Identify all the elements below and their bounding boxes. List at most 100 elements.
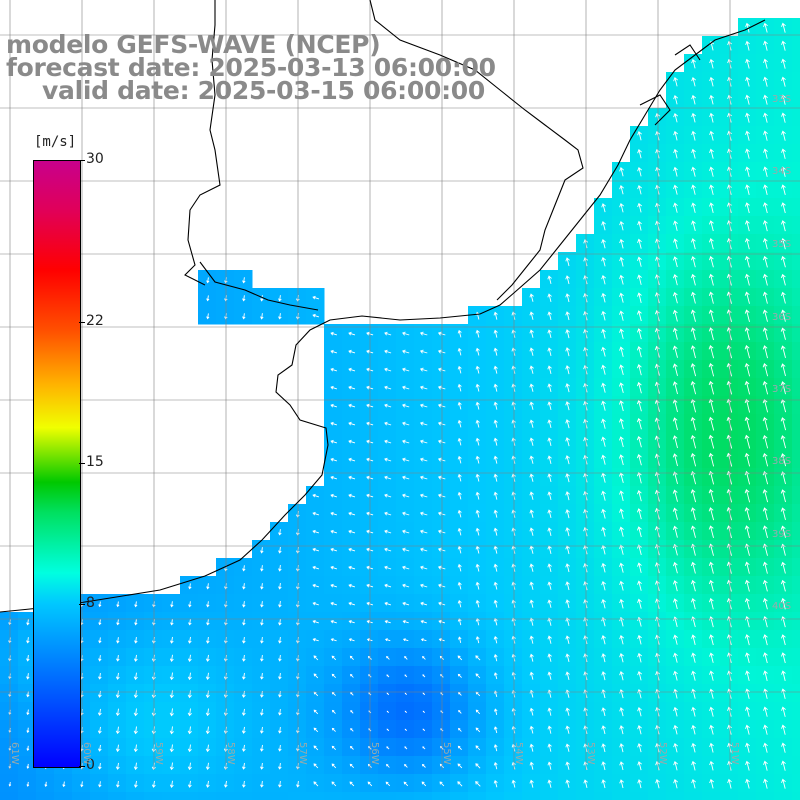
wind-speed-cell xyxy=(126,738,145,757)
wind-arrow xyxy=(637,238,642,249)
wind-arrow xyxy=(420,619,427,624)
wind-arrow xyxy=(619,310,624,321)
wind-speed-cell xyxy=(324,558,343,577)
wind-arrow xyxy=(62,781,66,788)
wind-arrow xyxy=(762,416,769,431)
wind-speed-cell xyxy=(612,576,631,595)
wind-arrow xyxy=(565,275,570,285)
wind-speed-cell xyxy=(738,468,757,487)
wind-speed-cell xyxy=(486,306,505,325)
wind-speed-cell xyxy=(234,288,253,307)
wind-arrow xyxy=(763,76,768,87)
wind-arrow xyxy=(672,435,678,449)
wind-speed-cell xyxy=(738,342,757,361)
wind-arrow xyxy=(475,401,480,410)
wind-speed-cell xyxy=(630,702,649,721)
wind-arrow xyxy=(170,619,174,626)
wind-speed-cell xyxy=(612,252,631,271)
wind-speed-cell xyxy=(198,792,217,800)
model-title: modelo GEFS-WAVE (NCEP) xyxy=(6,30,381,59)
wind-speed-cell xyxy=(270,576,289,595)
wind-speed-cell xyxy=(216,630,235,649)
wind-speed-cell xyxy=(324,594,343,613)
wind-speed-cell xyxy=(540,594,559,613)
wind-arrow xyxy=(493,744,498,752)
wind-speed-cell xyxy=(162,666,181,685)
wind-speed-cell xyxy=(720,342,739,361)
wind-arrow xyxy=(691,166,696,177)
wind-speed-cell xyxy=(396,594,415,613)
wind-arrow xyxy=(547,599,552,608)
wind-speed-cell xyxy=(702,576,721,595)
wind-speed-cell xyxy=(252,558,271,577)
wind-speed-cell xyxy=(630,612,649,631)
wind-speed-cell xyxy=(378,432,397,451)
colorbar-tick-label: 22 xyxy=(86,312,104,329)
wind-speed-cell xyxy=(720,738,739,757)
wind-speed-cell xyxy=(306,522,325,541)
wind-speed-cell xyxy=(360,396,379,415)
wind-arrow xyxy=(330,547,338,552)
wind-speed-cell xyxy=(486,792,505,800)
wind-arrow xyxy=(655,779,660,789)
wind-arrow xyxy=(763,778,768,789)
wind-arrow xyxy=(780,579,786,592)
wind-speed-cell xyxy=(684,90,703,109)
wind-arrow xyxy=(781,778,786,789)
wind-arrow xyxy=(744,561,750,574)
wind-arrow xyxy=(402,475,410,480)
wind-arrow xyxy=(529,293,534,302)
wind-speed-cell xyxy=(288,702,307,721)
wind-arrow xyxy=(402,331,410,336)
wind-speed-cell xyxy=(756,504,775,523)
wind-speed-cell xyxy=(666,558,685,577)
wind-speed-cell xyxy=(486,648,505,667)
wind-speed-cell xyxy=(792,108,800,127)
wind-arrow xyxy=(691,184,696,195)
wind-arrow xyxy=(672,345,678,358)
coastline xyxy=(0,0,766,613)
wind-arrow xyxy=(601,292,606,303)
wind-arrow xyxy=(601,239,606,249)
wind-speed-cell xyxy=(666,108,685,127)
wind-arrow xyxy=(493,509,498,518)
wind-speed-cell xyxy=(702,180,721,199)
wind-speed-cell xyxy=(504,684,523,703)
wind-arrow xyxy=(619,562,624,573)
wind-arrow xyxy=(762,309,768,322)
wind-speed-cell xyxy=(162,774,181,793)
wind-speed-cell xyxy=(792,738,800,757)
wind-speed-cell xyxy=(504,702,523,721)
wind-speed-cell xyxy=(792,378,800,397)
wind-speed-cell xyxy=(0,792,19,800)
wind-speed-cell xyxy=(522,360,541,379)
wind-speed-cell xyxy=(648,180,667,199)
wind-speed-cell xyxy=(450,432,469,451)
wind-speed-cell xyxy=(594,324,613,343)
wind-speed-cell xyxy=(612,504,631,523)
wind-speed-cell xyxy=(702,234,721,253)
wind-arrow xyxy=(565,257,570,267)
wind-arrow xyxy=(547,635,552,644)
wind-arrow xyxy=(780,507,786,521)
wind-arrow xyxy=(780,273,786,286)
wind-speed-cell xyxy=(216,306,235,325)
wind-speed-cell xyxy=(630,594,649,613)
wind-speed-cell xyxy=(270,648,289,667)
wind-arrow xyxy=(419,475,428,480)
wind-speed-cell xyxy=(180,756,199,775)
wind-arrow xyxy=(565,527,570,537)
wind-speed-cell xyxy=(504,738,523,757)
wind-speed-cell xyxy=(720,252,739,271)
wind-arrow xyxy=(458,727,462,732)
wind-arrow xyxy=(763,112,768,123)
wind-arrow xyxy=(744,488,751,503)
wind-speed-cell xyxy=(90,720,109,739)
wind-speed-cell xyxy=(378,360,397,379)
wind-arrow xyxy=(313,709,319,715)
wind-speed-cell xyxy=(486,522,505,541)
wind-arrow xyxy=(762,434,769,449)
wind-arrow xyxy=(151,780,156,788)
wind-speed-cell xyxy=(504,558,523,577)
wind-arrow xyxy=(619,292,624,303)
